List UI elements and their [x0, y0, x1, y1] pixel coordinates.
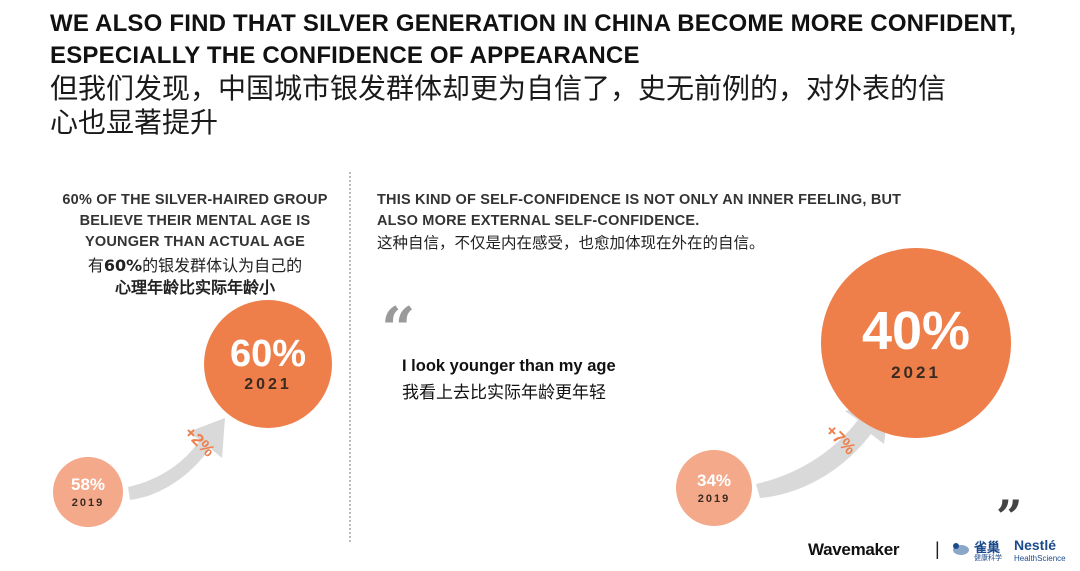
panel-divider — [349, 172, 351, 542]
left-zh-line1-b: 60% — [103, 256, 143, 275]
close-quote-icon: ” — [996, 490, 1023, 544]
left-previous-value: 58% — [70, 475, 106, 494]
left-current-year: 2021 — [244, 376, 292, 393]
left-heading: 60% OF THE SILVER-HAIRED GROUP BELIEVE T… — [40, 190, 350, 253]
right-current-value: 40% — [861, 301, 971, 361]
right-current-circle: 40% 2021 — [821, 248, 1011, 438]
brand-separator: | — [935, 539, 940, 559]
right-heading-line1: THIS KIND OF SELF-CONFIDENCE IS NOT ONLY… — [377, 192, 902, 208]
quote-en: I look younger than my age — [402, 357, 616, 375]
left-heading-line1: 60% OF THE SILVER-HAIRED GROUP — [62, 192, 328, 208]
left-current-circle: 60% 2021 — [204, 300, 332, 428]
right-arrow-icon — [756, 398, 890, 498]
right-previous-value: 34% — [696, 471, 732, 490]
que-chao-sub: 健康科学 — [974, 554, 1002, 562]
wavemaker-logo: Wavemaker — [808, 540, 900, 559]
nestle-sub: HealthScience — [1014, 554, 1066, 563]
left-heading-line3: YOUNGER THAN ACTUAL AGE — [85, 234, 305, 250]
left-previous-circle: 58% 2019 — [53, 457, 123, 527]
right-zh-line: 这种自信，不仅是内在感受，也愈加体现在外在的自信。 — [377, 234, 765, 252]
open-quote-icon: “ — [381, 295, 416, 365]
title-zh-line1: 但我们发现，中国城市银发群体却更为自信了，史无前例的，对外表的信 — [50, 72, 947, 105]
nestle-logo: Nestlé — [1014, 537, 1057, 553]
nestle-bird-icon — [953, 543, 969, 555]
right-previous-year: 2019 — [697, 493, 731, 505]
right-heading: THIS KIND OF SELF-CONFIDENCE IS NOT ONLY… — [377, 190, 977, 232]
left-current-value: 60% — [229, 333, 307, 375]
title-en-line1: WE ALSO FIND THAT SILVER GENERATION IN C… — [50, 10, 1017, 37]
left-previous-year: 2019 — [71, 497, 105, 509]
title-en-line2: ESPECIALLY THE CONFIDENCE OF APPEARANCE — [50, 42, 640, 69]
left-zh-line1: 有60%的银发群体认为自己的 — [40, 255, 350, 277]
que-chao-logo: 雀巢 — [974, 541, 1001, 556]
right-previous-circle: 34% 2019 — [676, 450, 752, 526]
right-heading-line2: ALSO MORE EXTERNAL SELF-CONFIDENCE. — [377, 213, 700, 229]
right-current-year: 2021 — [891, 363, 941, 382]
quote-zh: 我看上去比实际年龄更年轻 — [402, 383, 606, 403]
left-zh-line1-c: 的银发群体认为自己的 — [142, 256, 303, 275]
left-zh-line2: 心理年龄比实际年龄小 — [114, 278, 275, 297]
left-zh-line1-a: 有 — [87, 256, 104, 275]
page-title-zh: 但我们发现，中国城市银发群体却更为自信了，史无前例的，对外表的信 心也显著提升 — [50, 72, 1050, 140]
title-zh-line2: 心也显著提升 — [50, 106, 219, 139]
left-arrow-icon — [128, 418, 225, 500]
left-heading-line2: BELIEVE THEIR MENTAL AGE IS — [79, 213, 311, 229]
page-title-en: WE ALSO FIND THAT SILVER GENERATION IN C… — [50, 8, 1050, 72]
